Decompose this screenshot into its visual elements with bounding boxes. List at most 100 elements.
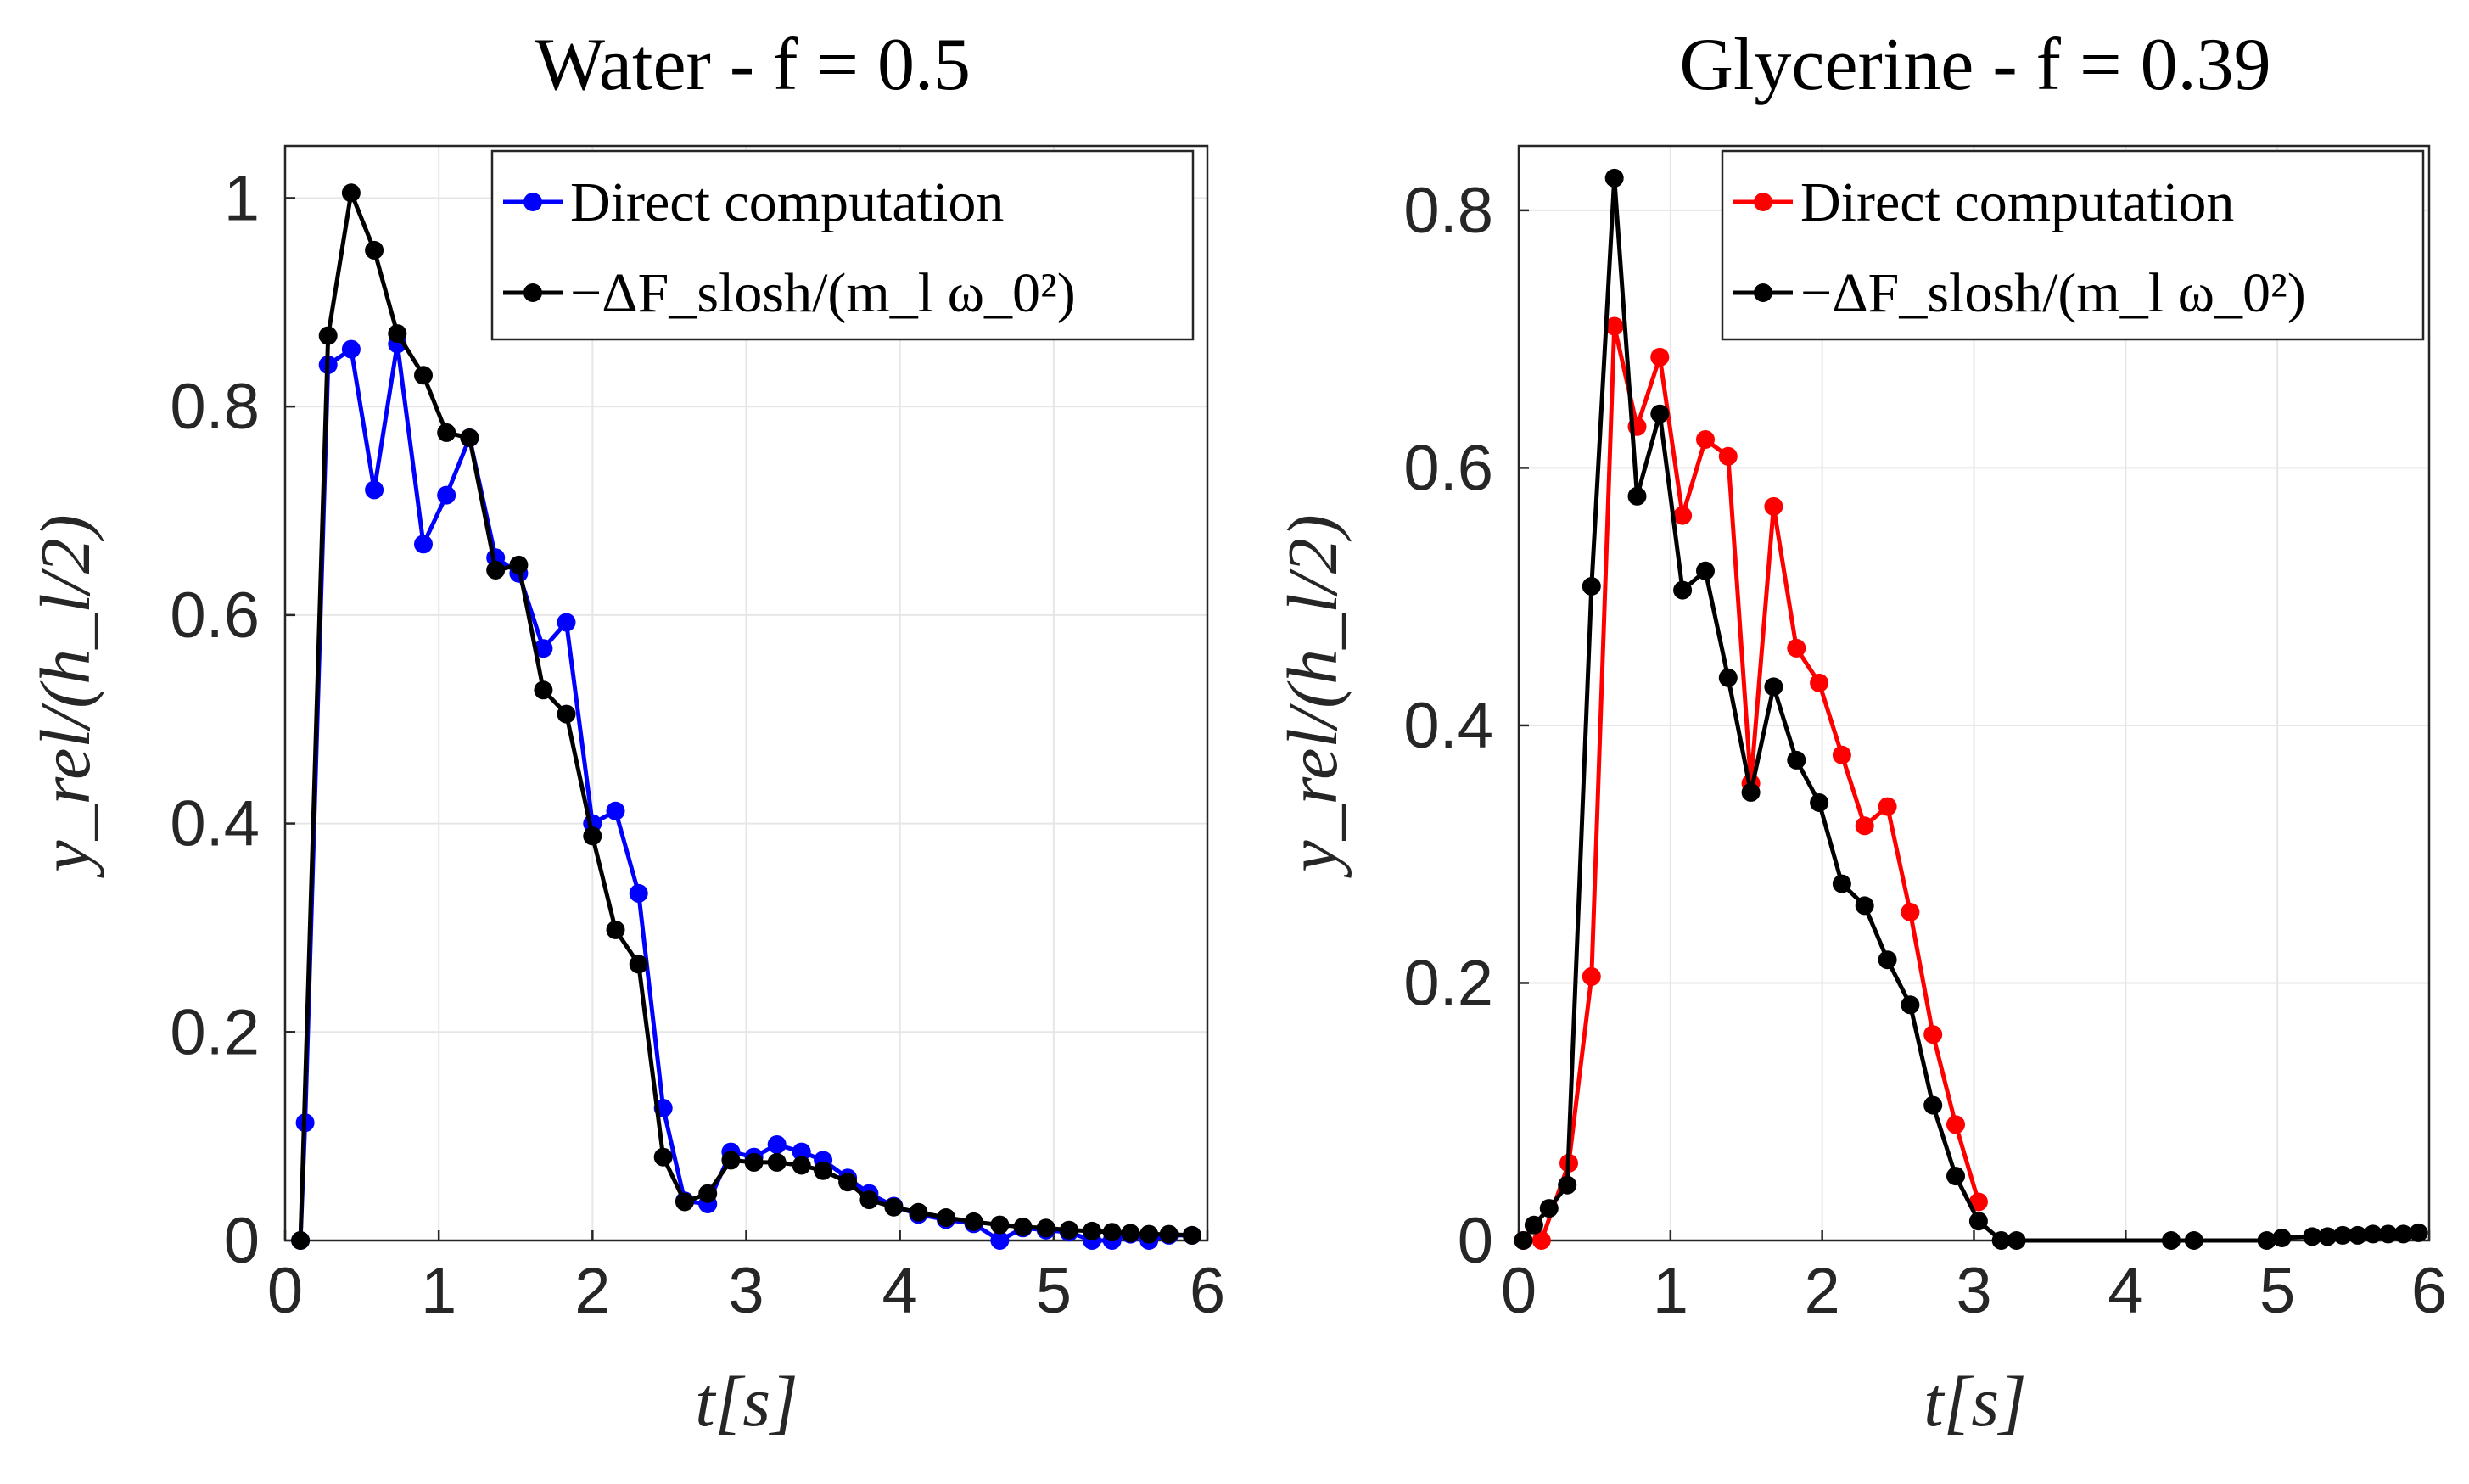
- water-series-1-point-23: [838, 1173, 858, 1192]
- water-ytick-label-2: 0.4: [170, 788, 260, 860]
- water-series-1-point-27: [937, 1208, 955, 1227]
- water-series-1-point-32: [1059, 1220, 1078, 1240]
- glycerine-series-1-point-6: [1627, 486, 1647, 506]
- glycerine-series-1-point-24: [2162, 1231, 2181, 1250]
- water-series-0-point-14: [606, 801, 625, 820]
- glycerine-legend-label-force: −ΔF_slosh/(m_l ω_0²): [1800, 262, 2306, 324]
- water-series-1-point-18: [721, 1151, 741, 1170]
- glycerine-series-0-point-9: [1718, 446, 1738, 466]
- glycerine-legend-label-direct: Direct computation: [1800, 171, 2234, 233]
- glycerine-xtick-label-1: 1: [1653, 1255, 1688, 1327]
- glycerine-series-0-point-3: [1582, 966, 1601, 986]
- water-series-1-point-34: [1102, 1223, 1122, 1242]
- glycerine-series-1-point-3: [1558, 1175, 1577, 1195]
- water-series-1-point-8: [486, 561, 506, 580]
- glycerine-series-1-point-27: [2272, 1229, 2292, 1247]
- glycerine-series-1-point-31: [2348, 1225, 2367, 1245]
- glycerine-series-0-point-12: [1787, 638, 1806, 658]
- glycerine-xlabel: t[s]: [1923, 1363, 2026, 1442]
- water-series-0-point-11: [534, 639, 553, 658]
- glycerine-ytick-label-4: 0.8: [1403, 175, 1493, 247]
- glycerine-series-1-point-33: [2378, 1224, 2398, 1244]
- glycerine-series-1-point-4: [1582, 577, 1601, 596]
- glycerine-series-1-point-7: [1650, 404, 1670, 423]
- water-series-1-point-0: [291, 1231, 311, 1250]
- water-series-1-point-1: [318, 326, 338, 345]
- water-ylabel: y_rel/(h_l/2): [26, 514, 105, 878]
- glycerine-series-1-point-16: [1855, 896, 1874, 916]
- water-ytick-label-1: 0.2: [170, 996, 260, 1068]
- water-legend-box: [490, 149, 1195, 341]
- water-xtick-label-3: 3: [728, 1255, 764, 1327]
- water-legend-marker-direct: [523, 193, 542, 211]
- water-series-0-point-12: [557, 613, 576, 632]
- glycerine-series-1-point-21: [1968, 1212, 1988, 1231]
- water-ytick-label-4: 0.8: [170, 371, 260, 443]
- water-series-1-point-16: [675, 1192, 694, 1212]
- glycerine-series-1-point-19: [1923, 1095, 1943, 1115]
- water-legend: Direct computation −ΔF_slosh/(m_l ω_0²): [490, 149, 1195, 341]
- glycerine-series-1-point-15: [1832, 874, 1851, 893]
- water-series-0-point-6: [414, 535, 433, 554]
- glycerine-series-1-point-18: [1901, 995, 1920, 1015]
- glycerine-series-0-point-16: [1878, 797, 1897, 816]
- glycerine-series: [1514, 168, 2428, 1250]
- glycerine-xtick-label-2: 2: [1805, 1255, 1840, 1327]
- water-xtick-label-4: 4: [882, 1255, 918, 1327]
- water-series-1-point-29: [990, 1215, 1010, 1235]
- glycerine-xtick-label-4: 4: [2108, 1255, 2143, 1327]
- glycerine-ylabel: y_rel/(h_l/2): [1274, 514, 1352, 878]
- water-series-1-point-25: [884, 1197, 904, 1217]
- glycerine-series-1-point-10: [1718, 668, 1738, 687]
- water-series-1-point-31: [1036, 1218, 1055, 1238]
- glycerine-series-1-point-8: [1673, 580, 1693, 600]
- glycerine-series-0-point-7: [1673, 506, 1693, 525]
- glycerine-series-0-point-17: [1901, 903, 1920, 921]
- glycerine-ytick-label-2: 0.4: [1403, 690, 1493, 762]
- glycerine-series-0-point-20: [1968, 1192, 1988, 1212]
- water-series-1-point-36: [1139, 1224, 1159, 1244]
- glycerine-series-1-point-14: [1810, 793, 1829, 812]
- water-series-1-point-14: [629, 955, 648, 974]
- water-legend-label-direct: Direct computation: [570, 171, 1004, 233]
- water-ytick-label-5: 1: [224, 162, 260, 234]
- glycerine-series-1-point-13: [1787, 750, 1806, 770]
- water-series-1-point-7: [460, 428, 479, 447]
- water-series-1-point-38: [1182, 1225, 1201, 1245]
- glycerine-xtick-label-0: 0: [1501, 1255, 1537, 1327]
- water-panel: Water - f = 0.5 0 1 2 3 4 5 6 0 0.2 0.4 0.6 0.8 1 t[…: [26, 24, 1225, 1442]
- water-series-1-point-17: [698, 1184, 718, 1203]
- water-series-1-point-12: [583, 826, 602, 846]
- water-series-0-point-22: [792, 1142, 811, 1162]
- water-series-1-point-11: [557, 704, 576, 724]
- glycerine-panel: Glycerine - f = 0.39 0 1 2 3 4 5 6 0 0.2 0.4 0.6 0.…: [1274, 24, 2447, 1442]
- water-series-1-point-3: [365, 240, 384, 260]
- glycerine-series-1-point-20: [1946, 1167, 1965, 1186]
- glycerine-legend-marker-force: [1754, 283, 1772, 302]
- water-series-1-point-10: [534, 680, 553, 700]
- water-series-0-point-7: [437, 485, 456, 505]
- water-series-1-point-30: [1013, 1218, 1033, 1236]
- glycerine-xtick-label-5: 5: [2259, 1255, 2295, 1327]
- water-series-1-point-35: [1121, 1224, 1140, 1243]
- glycerine-series-1-point-9: [1696, 561, 1715, 580]
- glycerine-series-1-point-5: [1604, 168, 1624, 188]
- water-series-0-point-4: [365, 480, 384, 500]
- glycerine-legend: Direct computation −ΔF_slosh/(m_l ω_0²): [1721, 149, 2425, 341]
- water-xtick-label-1: 1: [421, 1255, 456, 1327]
- glycerine-series-0-point-15: [1855, 816, 1874, 836]
- glycerine-series-1-point-30: [2333, 1225, 2353, 1245]
- water-title: Water - f = 0.5: [535, 24, 971, 106]
- water-series-1-point-24: [859, 1190, 879, 1210]
- water-ticks: 0 1 2 3 4 5 6 0 0.2 0.4 0.6 0.8 1: [170, 162, 1225, 1327]
- glycerine-series-0-point-8: [1696, 430, 1715, 449]
- water-series-1-point-37: [1159, 1224, 1179, 1244]
- glycerine-series-1-point-17: [1878, 950, 1897, 970]
- water-series: [291, 183, 1201, 1250]
- water-legend-marker-force: [523, 283, 542, 302]
- glycerine-ticks: 0 1 2 3 4 5 6 0 0.2 0.4 0.6 0.8: [1403, 175, 2447, 1327]
- glycerine-series-1-point-0: [1514, 1231, 1533, 1250]
- water-series-1-point-21: [792, 1156, 811, 1175]
- glycerine-series-1-point-22: [1991, 1231, 2011, 1250]
